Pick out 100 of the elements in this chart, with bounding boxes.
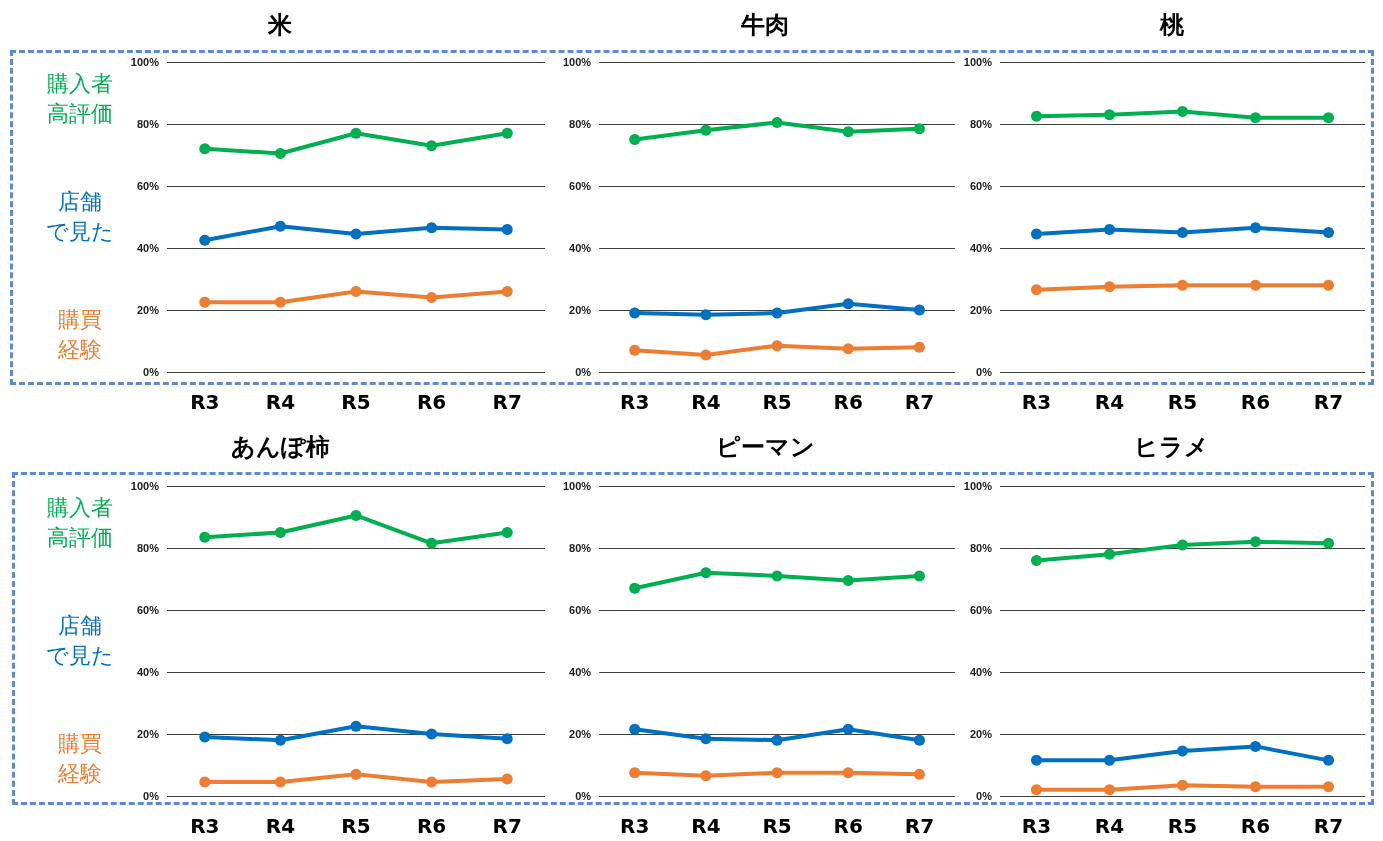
chart-title: 牛肉 [740,11,789,39]
y-tick-label: 20% [569,728,592,740]
point [426,140,438,152]
y-tick-label: 60% [569,180,592,192]
x-tick-label: R7 [492,390,522,414]
y-tick-label: 80% [969,118,993,130]
point [700,733,712,745]
point [842,723,854,735]
point [629,344,641,356]
x-tick-label: R6 [416,390,447,414]
x-tick-label: R3 [620,390,650,414]
point [629,723,641,735]
point [274,147,286,159]
chart-title: ピーマン [715,433,815,461]
point [199,731,211,743]
point [199,143,211,155]
point [426,222,438,234]
point [771,307,783,319]
y-tick-label: 60% [969,604,993,616]
x-tick-label: R5 [1167,390,1198,414]
point [1031,228,1042,240]
y-tick-label: 20% [136,728,160,740]
y-tick-label: 20% [969,728,993,740]
point [913,734,925,746]
point [842,343,854,355]
y-tick-label: 40% [569,666,592,678]
point [1323,754,1334,766]
point [426,728,438,740]
point [501,127,513,139]
point [1323,227,1334,238]
x-tick-label: R5 [341,814,371,838]
point [501,527,513,538]
point [1250,112,1261,124]
point [1177,227,1188,238]
y-tick-label: 100% [562,480,592,492]
y-tick-label: 80% [136,118,160,130]
x-tick-label: R5 [762,390,792,414]
point [1250,536,1261,548]
point [700,770,712,782]
y-tick-label: 0% [143,366,160,378]
y-tick-label: 100% [130,56,160,68]
x-tick-label: R5 [1167,814,1198,838]
point [1031,110,1042,122]
x-tick-label: R7 [904,814,935,838]
point [1104,754,1115,766]
point [700,309,712,321]
y-tick-label: 20% [969,304,993,316]
text: 購入者高評価 [47,494,113,553]
x-tick-label: R4 [1094,390,1125,414]
point [1104,109,1115,121]
y-tick-label: 80% [569,542,592,554]
point [1177,106,1188,118]
y-tick-label: 40% [969,666,993,678]
point [274,527,286,538]
y-tick-label: 40% [969,242,993,254]
point [1104,281,1115,293]
y-tick-label: 0% [976,366,993,378]
point [1323,781,1334,793]
x-tick-label: R3 [620,814,650,838]
y-tick-label: 40% [136,242,160,254]
x-tick-label: R6 [1240,814,1271,838]
point [771,734,783,746]
point [274,776,286,788]
x-tick-label: R7 [1313,390,1344,414]
x-tick-label: R4 [265,814,296,838]
y-tick-label: 80% [136,542,160,554]
chart-title: 米 [267,11,293,39]
point [426,537,438,549]
x-tick-label: R6 [833,390,863,414]
x-tick-label: R6 [833,814,863,838]
y-tick-label: 40% [136,666,160,678]
point [913,123,925,135]
point [771,767,783,779]
point [1250,222,1261,234]
point [274,220,286,232]
point [913,570,925,582]
y-tick-label: 40% [569,242,592,254]
text: 購買経験 [58,729,102,788]
y-tick-label: 20% [569,304,592,316]
x-tick-label: R7 [1313,814,1344,838]
point [1104,548,1115,560]
point [199,531,211,543]
point [350,509,362,521]
point [842,126,854,138]
point [501,733,513,745]
point [771,570,783,582]
y-tick-label: 100% [963,56,993,68]
y-tick-label: 60% [136,180,160,192]
point [1250,781,1261,793]
x-tick-label: R4 [691,390,721,414]
point [199,776,211,788]
point [1104,784,1115,796]
x-tick-label: R3 [1021,390,1052,414]
x-tick-label: R3 [1021,814,1052,838]
point [1031,754,1042,766]
point [700,349,712,361]
point [350,285,362,297]
point [1177,745,1188,757]
point [1323,537,1334,549]
point [501,773,513,785]
